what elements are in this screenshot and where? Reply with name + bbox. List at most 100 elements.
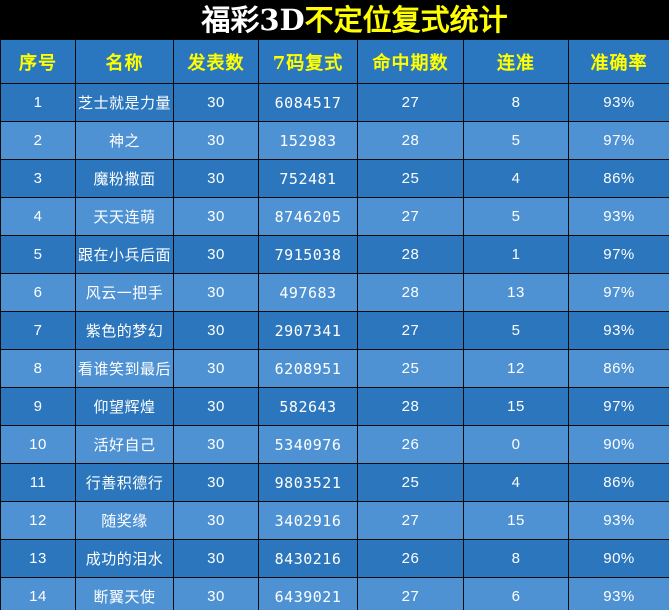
cell-combo7: 752481 xyxy=(258,159,358,198)
cell-hits: 27 xyxy=(357,311,464,350)
cell-accuracy: 93% xyxy=(568,501,669,540)
column-header-name[interactable]: 名称 xyxy=(75,39,174,84)
cell-index: 13 xyxy=(0,539,76,578)
cell-combo7: 582643 xyxy=(258,387,358,426)
cell-posts: 30 xyxy=(173,273,259,312)
table-row[interactable]: 4 天天连萌 30 8746205 27 5 93% xyxy=(0,197,669,236)
cell-index: 11 xyxy=(0,463,76,502)
cell-streak: 5 xyxy=(463,197,569,236)
table-row[interactable]: 5 跟在小兵后面 30 7915038 28 1 97% xyxy=(0,235,669,274)
table-row[interactable]: 8 看谁笑到最后 30 6208951 25 12 86% xyxy=(0,349,669,388)
cell-posts: 30 xyxy=(173,577,259,610)
table-row[interactable]: 11 行善积德行 30 9803521 25 4 86% xyxy=(0,463,669,502)
cell-streak: 4 xyxy=(463,463,569,502)
cell-accuracy: 90% xyxy=(568,425,669,464)
page-title: 福彩3D不定位复式统计 xyxy=(0,0,669,39)
title-segment-white: 福彩3D xyxy=(201,2,305,37)
cell-posts: 30 xyxy=(173,463,259,502)
cell-index: 8 xyxy=(0,349,76,388)
cell-accuracy: 93% xyxy=(568,311,669,350)
cell-index: 12 xyxy=(0,501,76,540)
table-row[interactable]: 10 活好自己 30 5340976 26 0 90% xyxy=(0,425,669,464)
cell-accuracy: 86% xyxy=(568,349,669,388)
cell-combo7: 3402916 xyxy=(258,501,358,540)
cell-streak: 15 xyxy=(463,387,569,426)
cell-streak: 5 xyxy=(463,311,569,350)
title-segment-yellow: 不定位复式统计 xyxy=(304,2,508,37)
cell-hits: 25 xyxy=(357,463,464,502)
cell-accuracy: 97% xyxy=(568,235,669,274)
cell-streak: 13 xyxy=(463,273,569,312)
table-row[interactable]: 2 神之 30 152983 28 5 97% xyxy=(0,121,669,160)
column-header-hits[interactable]: 命中期数 xyxy=(357,39,464,84)
cell-posts: 30 xyxy=(173,349,259,388)
table-header: 序号 名称 发表数 7码复式 命中期数 连准 准确率 xyxy=(0,39,669,84)
cell-streak: 8 xyxy=(463,539,569,578)
cell-combo7: 9803521 xyxy=(258,463,358,502)
cell-index: 1 xyxy=(0,83,76,122)
cell-streak: 8 xyxy=(463,83,569,122)
cell-posts: 30 xyxy=(173,159,259,198)
cell-accuracy: 86% xyxy=(568,463,669,502)
cell-combo7: 497683 xyxy=(258,273,358,312)
cell-accuracy: 93% xyxy=(568,83,669,122)
cell-accuracy: 90% xyxy=(568,539,669,578)
cell-streak: 4 xyxy=(463,159,569,198)
cell-accuracy: 86% xyxy=(568,159,669,198)
cell-hits: 28 xyxy=(357,387,464,426)
cell-hits: 25 xyxy=(357,349,464,388)
table-header-row: 序号 名称 发表数 7码复式 命中期数 连准 准确率 xyxy=(0,39,669,84)
cell-accuracy: 97% xyxy=(568,387,669,426)
table-row[interactable]: 12 随奖缘 30 3402916 27 15 93% xyxy=(0,501,669,540)
cell-hits: 27 xyxy=(357,83,464,122)
cell-name: 紫色的梦幻 xyxy=(75,311,174,350)
cell-index: 3 xyxy=(0,159,76,198)
table-body: 1 芝士就是力量 30 6084517 27 8 93% 2 神之 30 152983 28 5 97% 3… xyxy=(0,83,669,610)
column-header-index[interactable]: 序号 xyxy=(0,39,76,84)
table-row[interactable]: 9 仰望辉煌 30 582643 28 15 97% xyxy=(0,387,669,426)
cell-streak: 12 xyxy=(463,349,569,388)
cell-name: 行善积德行 xyxy=(75,463,174,502)
table-row[interactable]: 6 风云一把手 30 497683 28 13 97% xyxy=(0,273,669,312)
cell-streak: 6 xyxy=(463,577,569,610)
cell-combo7: 6084517 xyxy=(258,83,358,122)
column-header-accuracy[interactable]: 准确率 xyxy=(568,39,669,84)
cell-streak: 5 xyxy=(463,121,569,160)
cell-hits: 28 xyxy=(357,273,464,312)
cell-combo7: 6208951 xyxy=(258,349,358,388)
statistics-table: 序号 名称 发表数 7码复式 命中期数 连准 准确率 1 芝士就是力量 30 6084… xyxy=(0,39,669,610)
cell-combo7: 8746205 xyxy=(258,197,358,236)
cell-name: 看谁笑到最后 xyxy=(75,349,174,388)
cell-hits: 28 xyxy=(357,121,464,160)
cell-streak: 0 xyxy=(463,425,569,464)
cell-combo7: 5340976 xyxy=(258,425,358,464)
cell-index: 2 xyxy=(0,121,76,160)
cell-accuracy: 97% xyxy=(568,273,669,312)
cell-index: 7 xyxy=(0,311,76,350)
cell-name: 断翼天使 xyxy=(75,577,174,610)
table-row[interactable]: 13 成功的泪水 30 8430216 26 8 90% xyxy=(0,539,669,578)
cell-posts: 30 xyxy=(173,235,259,274)
cell-hits: 28 xyxy=(357,235,464,274)
cell-posts: 30 xyxy=(173,83,259,122)
cell-name: 随奖缘 xyxy=(75,501,174,540)
cell-posts: 30 xyxy=(173,425,259,464)
cell-combo7: 6439021 xyxy=(258,577,358,610)
cell-index: 6 xyxy=(0,273,76,312)
cell-name: 成功的泪水 xyxy=(75,539,174,578)
cell-index: 9 xyxy=(0,387,76,426)
column-header-posts[interactable]: 发表数 xyxy=(173,39,259,84)
cell-name: 神之 xyxy=(75,121,174,160)
table-row[interactable]: 7 紫色的梦幻 30 2907341 27 5 93% xyxy=(0,311,669,350)
column-header-combo7[interactable]: 7码复式 xyxy=(258,39,358,84)
table-row[interactable]: 14 断翼天使 30 6439021 27 6 93% xyxy=(0,577,669,610)
cell-posts: 30 xyxy=(173,539,259,578)
table-row[interactable]: 1 芝士就是力量 30 6084517 27 8 93% xyxy=(0,83,669,122)
cell-posts: 30 xyxy=(173,501,259,540)
table-row[interactable]: 3 魔粉撒面 30 752481 25 4 86% xyxy=(0,159,669,198)
column-header-streak[interactable]: 连准 xyxy=(463,39,569,84)
cell-combo7: 8430216 xyxy=(258,539,358,578)
cell-name: 天天连萌 xyxy=(75,197,174,236)
cell-posts: 30 xyxy=(173,197,259,236)
